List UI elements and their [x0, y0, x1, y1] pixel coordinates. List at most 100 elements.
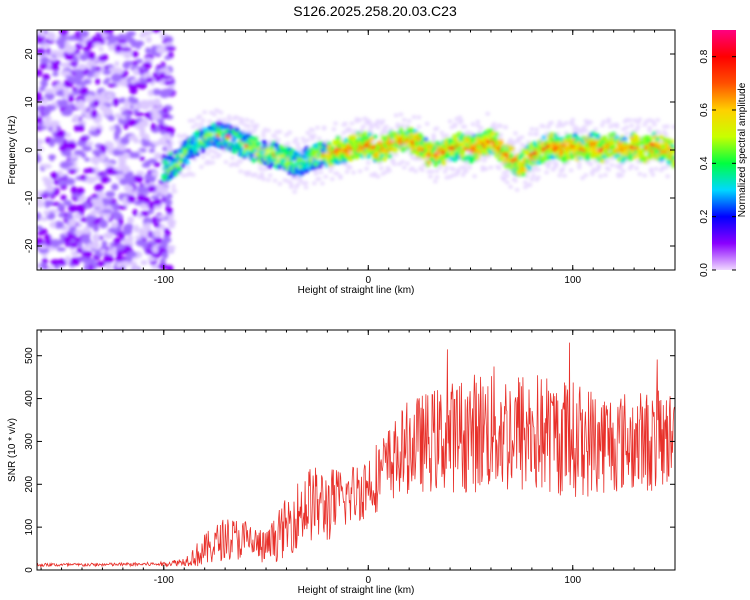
noise-cell — [77, 241, 83, 248]
noise-cell — [72, 114, 80, 122]
ridge-cell — [423, 137, 429, 142]
halo-cell — [402, 118, 407, 122]
halo-cell — [577, 161, 582, 166]
noise-cell — [46, 185, 55, 193]
halo-cell — [315, 125, 320, 130]
halo-cell — [277, 182, 283, 186]
snr-y-ticks: 0 100 200 300 400 500 — [24, 347, 675, 573]
noise-cell — [67, 168, 77, 174]
noise-cell — [109, 125, 116, 132]
noise-cell — [37, 147, 45, 152]
noise-cell — [67, 94, 75, 103]
halo-cell — [485, 111, 490, 116]
halo-cell — [508, 185, 513, 189]
ridge-cell — [277, 164, 283, 170]
halo-cell — [217, 153, 222, 157]
halo-cell — [375, 125, 381, 130]
halo-cell — [364, 166, 369, 171]
noise-cell — [107, 115, 115, 122]
noise-cell — [142, 197, 151, 204]
ridge-cell — [367, 131, 372, 137]
halo-cell — [210, 155, 216, 160]
ridge-cell — [255, 141, 261, 147]
halo-cell — [200, 118, 206, 122]
halo-cell — [261, 130, 266, 135]
noise-cell — [88, 168, 96, 174]
noise-cell — [57, 169, 64, 177]
noise-cell — [163, 228, 170, 234]
halo-cell — [227, 118, 232, 122]
noise-cell — [142, 61, 152, 69]
colorbar-tick-label: 0.0 — [699, 263, 710, 277]
halo-cell — [444, 166, 449, 170]
ridge-peak-cell — [502, 152, 509, 157]
halo-cell — [303, 185, 309, 190]
noise-cell — [64, 52, 75, 61]
ridge-cell — [671, 161, 675, 167]
halo-cell — [323, 174, 328, 179]
ridge-cell — [478, 151, 484, 156]
noise-cell — [164, 55, 171, 61]
noise-cell — [46, 265, 55, 270]
halo-cell — [348, 128, 353, 133]
noise-cell — [122, 228, 133, 236]
ridge-cell — [670, 155, 675, 161]
halo-cell — [308, 134, 314, 138]
noise-cell — [147, 209, 154, 215]
halo-cell — [647, 118, 652, 122]
halo-cell — [660, 166, 665, 170]
noise-cell — [120, 115, 127, 120]
halo-cell — [601, 119, 607, 124]
noise-cell — [139, 103, 148, 109]
ridge-cell — [574, 134, 579, 140]
noise-cell — [135, 239, 145, 246]
noise-cell — [37, 231, 45, 236]
noise-cell — [37, 68, 43, 77]
noise-cell — [44, 88, 55, 94]
halo-cell — [496, 166, 502, 170]
noise-cell — [65, 255, 71, 264]
spectrogram-y-label: Frequency (Hz) — [7, 116, 18, 185]
halo-cell — [513, 178, 518, 183]
halo-cell — [488, 165, 494, 170]
halo-cell — [367, 122, 373, 126]
halo-cell — [169, 141, 175, 146]
y-tick-label: 100 — [24, 518, 35, 535]
halo-cell — [392, 162, 397, 166]
halo-cell — [227, 114, 232, 119]
halo-cell — [223, 160, 229, 164]
noise-cell — [132, 208, 138, 217]
halo-cell — [480, 165, 485, 170]
noise-cell — [59, 161, 71, 169]
halo-cell — [619, 173, 625, 178]
noise-cell — [127, 118, 138, 127]
noise-cell — [73, 149, 84, 156]
noise-cell — [153, 162, 161, 168]
halo-cell — [519, 135, 525, 140]
noise-cell — [77, 99, 85, 108]
noise-cell — [107, 35, 118, 45]
noise-cell — [165, 126, 175, 135]
noise-cell — [151, 88, 162, 96]
noise-cell — [97, 95, 104, 101]
ridge-cell — [669, 143, 675, 149]
noise-cell — [105, 92, 115, 99]
noise-cell — [114, 44, 123, 53]
halo-cell — [295, 142, 301, 146]
halo-cell — [197, 126, 202, 130]
noise-cell — [139, 156, 145, 162]
halo-cell — [272, 134, 278, 139]
halo-cell — [629, 123, 634, 128]
halo-cell — [614, 164, 620, 169]
ridge-cell — [460, 149, 466, 155]
noise-cell — [84, 157, 90, 162]
noise-cell — [83, 225, 91, 235]
noise-cell — [86, 59, 95, 68]
noise-cell — [166, 264, 174, 270]
halo-cell — [222, 149, 227, 153]
halo-cell — [451, 167, 456, 172]
noise-cell — [139, 32, 147, 38]
noise-cell — [134, 81, 141, 88]
halo-cell — [431, 139, 436, 143]
noise-cell — [79, 106, 88, 111]
